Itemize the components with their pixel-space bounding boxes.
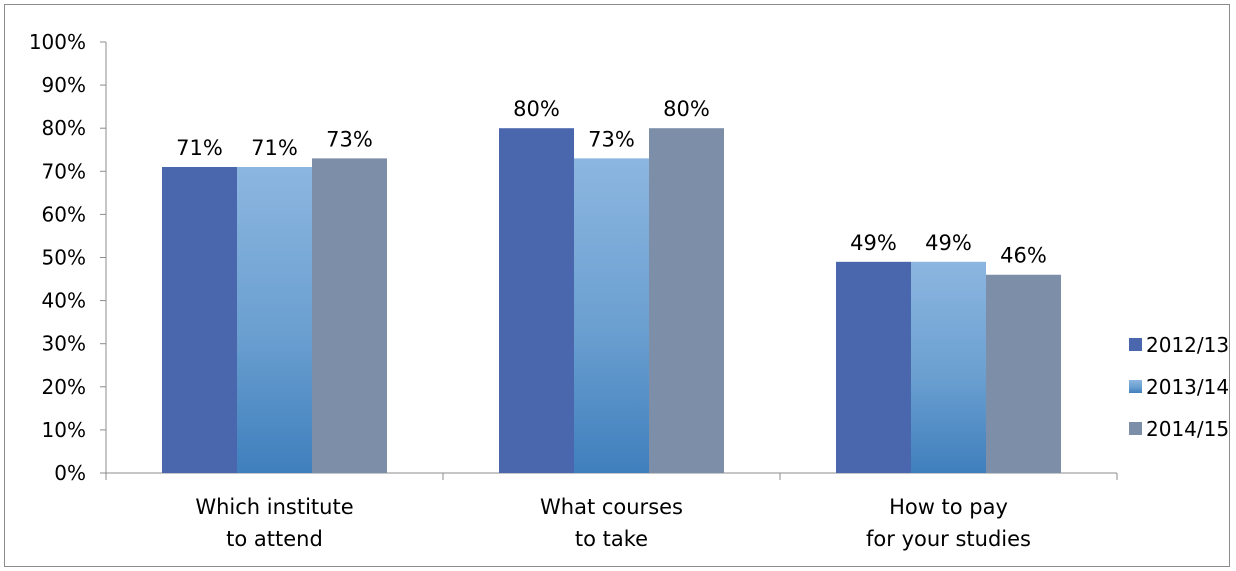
y-tick-label: 80% — [42, 116, 86, 140]
bar-2012-13-0 — [162, 166, 237, 474]
bar-2012-13-2 — [836, 261, 911, 473]
data-label: 71% — [176, 136, 223, 160]
legend-swatch — [1129, 338, 1142, 351]
category-label: What courses — [540, 495, 683, 519]
y-tick-label: 10% — [42, 418, 86, 442]
data-label: 46% — [1000, 244, 1047, 268]
bar-2012-13-1 — [499, 128, 574, 473]
bar-2014-15-0 — [312, 158, 387, 473]
bars — [162, 128, 1061, 474]
data-label: 80% — [513, 97, 560, 121]
legend-label: 2013/14 — [1146, 375, 1229, 399]
category-label: for your studies — [866, 527, 1031, 551]
data-label: 71% — [251, 136, 298, 160]
bar-2013-14-1 — [574, 158, 649, 473]
category-label: to attend — [226, 527, 323, 551]
y-tick-label: 50% — [42, 246, 86, 270]
data-label: 49% — [850, 231, 897, 255]
legend-label: 2012/13 — [1146, 333, 1229, 357]
category-label: to take — [575, 527, 648, 551]
y-tick-label: 30% — [42, 332, 86, 356]
legend: 2012/13 2013/14 2014/15 — [1129, 333, 1229, 441]
axes: 0% 10% 20% 30% 40% 50% 60% 70% 80% 90% 100% Which i… — [29, 30, 1118, 551]
legend-swatch — [1129, 422, 1142, 435]
y-tick-label: 70% — [42, 159, 86, 183]
y-tick-label: 60% — [42, 202, 86, 226]
bar-2014-15-2 — [986, 274, 1061, 473]
category-label: Which institute — [195, 495, 353, 519]
y-tick-label: 0% — [54, 461, 86, 485]
y-tick-label: 100% — [29, 30, 86, 54]
bar-2013-14-2 — [911, 261, 986, 473]
data-label: 80% — [663, 97, 710, 121]
data-labels: 71% 71% 73% 80% 73% 80% 49% 49% 46% — [176, 97, 1047, 268]
legend-swatch — [1129, 380, 1142, 393]
y-tick-label: 90% — [42, 73, 86, 97]
data-label: 49% — [925, 231, 972, 255]
bar-2013-14-0 — [237, 166, 312, 474]
data-label: 73% — [588, 127, 635, 151]
legend-label: 2014/15 — [1146, 417, 1229, 441]
y-tick-label: 40% — [42, 289, 86, 313]
data-label: 73% — [326, 127, 373, 151]
bar-2014-15-1 — [649, 128, 724, 473]
y-tick-label: 20% — [42, 375, 86, 399]
category-label: How to pay — [889, 495, 1008, 519]
